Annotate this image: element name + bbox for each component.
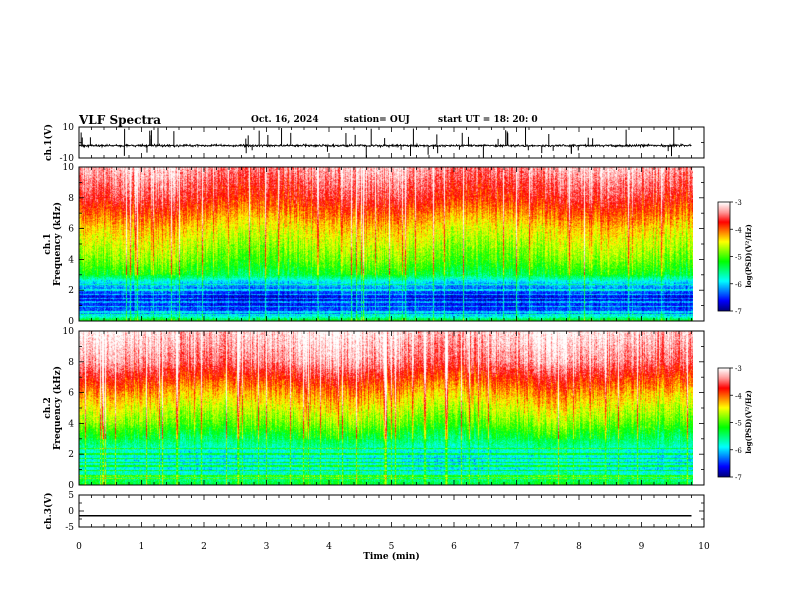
start-time-label: start UT = 18: 20: 0: [438, 115, 538, 125]
ch2-colorbar-tick-label: -6: [735, 447, 742, 455]
x-tick-label: 2: [201, 542, 207, 552]
x-tick-label: 0: [76, 542, 82, 552]
ch3-y-tick-label: -5: [65, 523, 74, 533]
ch1-colorbar-image: [718, 202, 730, 311]
ch1-freq-tick-label: 4: [68, 255, 74, 265]
ch2-spectrogram-ylabel: ch.2Frequency (kHz): [43, 366, 63, 450]
x-tick-label: 8: [576, 542, 582, 552]
x-tick-label: 5: [389, 542, 395, 552]
ch3-y-tick-label: 5: [68, 491, 74, 501]
chart-layer: 10-100246810024681050-5ch.1(V)ch.1Freque…: [43, 123, 753, 562]
ch2-freq-tick-label: 10: [63, 327, 75, 337]
ch2-spectrogram-image: [79, 331, 693, 485]
date-label: Oct. 16, 2024: [251, 115, 319, 125]
ch2-freq-tick-label: 6: [68, 389, 74, 399]
ch1-spectrogram-ylabel: ch.1Frequency (kHz): [43, 202, 63, 286]
ch2-colorbar-tick-label: -7: [735, 474, 742, 482]
ch1-colorbar-tick-label: -4: [735, 226, 742, 234]
chart-title: VLF Spectra: [79, 113, 162, 127]
x-tick-label: 4: [326, 542, 332, 552]
ch1-colorbar-tick-label: -6: [735, 281, 742, 289]
station-label: station= OUJ: [344, 115, 410, 125]
ch1-freq-tick-label: 6: [68, 225, 74, 235]
ch2-colorbar-tick-label: -3: [735, 365, 742, 373]
ch1-waveform-ylabel: ch.1(V): [43, 124, 54, 161]
x-tick-label: 6: [451, 542, 457, 552]
x-tick-label: 3: [264, 542, 270, 552]
ch1-freq-tick-label: 2: [68, 286, 74, 296]
ch1-freq-tick-label: 8: [68, 194, 74, 204]
ch1-spectrogram-image: [79, 167, 693, 321]
ch2-colorbar-label: log(PSD)(V²/Hz): [744, 390, 753, 454]
ch1-colorbar-label: log(PSD)(V²/Hz): [744, 224, 753, 288]
x-tick-label: 10: [698, 542, 710, 552]
x-tick-label: 1: [139, 542, 145, 552]
ch2-colorbar-image: [718, 368, 730, 477]
ch1-waveform-line: [78, 142, 692, 149]
ch1-freq-tick-label: 10: [63, 163, 75, 173]
ch2-colorbar-tick-label: -4: [735, 392, 742, 400]
x-axis-label: Time (min): [363, 551, 420, 562]
ch1-colorbar-tick-label: -7: [735, 308, 742, 316]
x-tick-label: 7: [514, 542, 520, 552]
ch2-freq-tick-label: 8: [68, 358, 74, 368]
ch3-y-tick-label: 0: [68, 507, 74, 517]
ch1-colorbar-tick-label: -3: [735, 199, 742, 207]
ch2-freq-tick-label: 4: [68, 419, 74, 429]
ch2-colorbar-tick-label: -5: [735, 420, 742, 428]
ch3-waveform-ylabel: ch.3(V): [43, 493, 54, 530]
ch1-colorbar-tick-label: -5: [735, 254, 742, 262]
ch1-y-tick-label: -10: [60, 154, 75, 164]
ch1-y-tick-label: 10: [63, 123, 75, 133]
ch2-freq-tick-label: 0: [68, 481, 74, 491]
ch2-freq-tick-label: 2: [68, 450, 74, 460]
ch1-freq-tick-label: 0: [68, 317, 74, 327]
x-tick-label: 9: [639, 542, 645, 552]
